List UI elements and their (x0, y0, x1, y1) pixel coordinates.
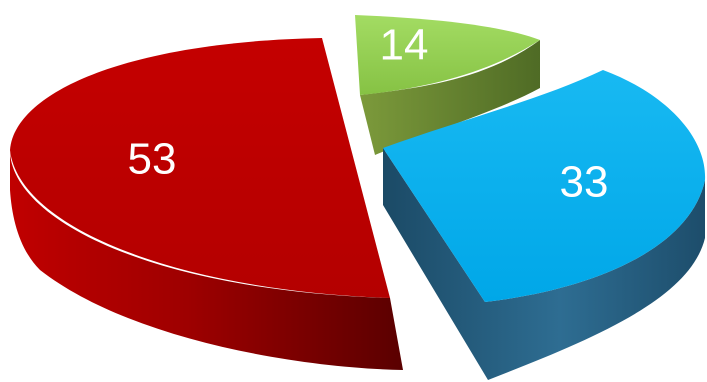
pie-slice-33-face (383, 70, 706, 302)
pie-slice-53-side (10, 150, 403, 370)
pie-slice-14-face (355, 15, 540, 95)
pie-slice-33: 33 (383, 70, 706, 380)
pie-slice-label-33: 33 (560, 158, 609, 207)
pie-slice-14: 14 (355, 15, 540, 155)
pie-slice-14-side (360, 40, 540, 155)
pie-slice-53: 53 (10, 38, 403, 370)
pie-slice-label-53: 53 (128, 135, 177, 184)
pie-slice-53-face (10, 38, 390, 298)
pie-slice-label-14: 14 (380, 21, 429, 70)
pie-slice-33-side (383, 148, 705, 380)
